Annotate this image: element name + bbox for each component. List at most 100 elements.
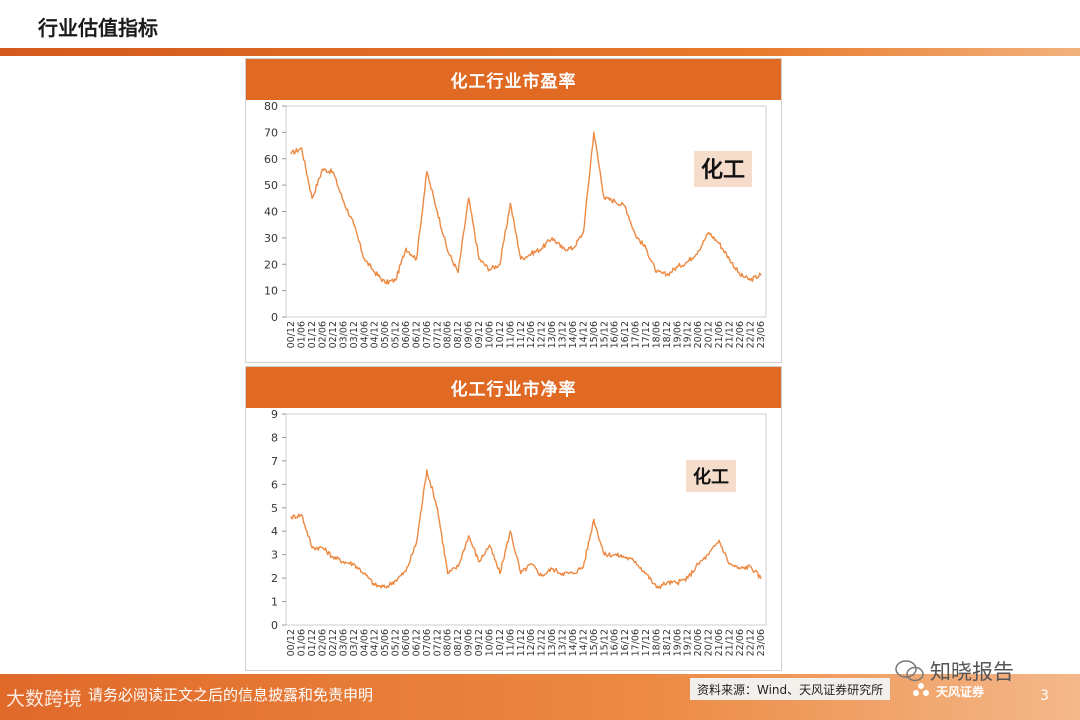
- pe-chart-panel: 化工行业市盈率 化工 0 10 20 30 40 50 60 70 80 00/12 01/06 01…: [245, 58, 782, 363]
- pe-data-point: [415, 258, 418, 260]
- pe-line-chart: 化工 0 10 20 30 40 50 60 70 80 00/12 01/06 01/12 02/06…: [264, 100, 767, 348]
- pe-y-tick-label: 20: [264, 258, 278, 271]
- pb-x-tick-label: 22/06: [735, 629, 746, 656]
- pe-y-tick-label: 80: [264, 100, 278, 113]
- pb-x-tick-label: 14/12: [578, 629, 589, 656]
- pe-x-tick-label: 16/06: [610, 321, 621, 348]
- pb-data-point: [321, 546, 324, 549]
- pe-data-point: [446, 250, 449, 252]
- pe-x-tick-label: 21/12: [724, 321, 735, 348]
- pe-x-tick-label: 21/06: [714, 321, 725, 348]
- pb-data-point: [676, 582, 679, 584]
- pe-x-tick-label: 02/06: [318, 321, 329, 348]
- pb-data-point: [446, 572, 449, 575]
- pe-data-point: [728, 258, 731, 260]
- pb-x-tick-label: 06/06: [401, 629, 412, 656]
- pb-y-tick-label: 7: [271, 455, 278, 468]
- pb-data-point: [749, 565, 752, 568]
- pb-data-point: [488, 544, 491, 547]
- pb-y-tick-label: 5: [271, 502, 278, 515]
- pe-data-point: [426, 171, 428, 173]
- pb-x-tick-label: 15/06: [589, 629, 600, 656]
- pb-x-tick-label: 14/06: [568, 629, 579, 656]
- pb-data-point: [394, 579, 397, 582]
- pb-x-tick-label: 08/06: [443, 629, 454, 656]
- pb-y-tick-label: 1: [271, 596, 278, 609]
- pe-data-point: [551, 237, 553, 239]
- pe-y-tick-label: 40: [264, 206, 278, 219]
- pb-data-point: [728, 563, 731, 565]
- pb-x-tick-label: 09/06: [464, 629, 475, 656]
- pe-x-tick-label: 03/06: [338, 321, 349, 348]
- pb-x-tick-label: 15/12: [599, 629, 610, 656]
- source-text: 资料来源：Wind、天风证券研究所: [697, 683, 884, 697]
- pe-x-tick-label: 16/12: [620, 321, 631, 348]
- pb-data-point: [624, 556, 626, 558]
- pb-data-point: [686, 577, 689, 579]
- pb-data-point: [384, 586, 386, 589]
- pe-data-point: [394, 279, 397, 281]
- pe-x-tick-label: 20/06: [693, 321, 704, 348]
- pb-x-tick-label: 06/12: [411, 629, 422, 656]
- pb-x-tick-label: 04/06: [359, 629, 370, 656]
- pe-x-tick-label: 12/12: [537, 321, 548, 348]
- pb-series-line: [290, 469, 762, 589]
- pb-data-point: [707, 553, 710, 556]
- pe-data-point: [645, 247, 647, 250]
- pb-data-point: [499, 572, 501, 575]
- pe-data-point: [540, 247, 543, 250]
- pe-x-tick-label: 13/06: [547, 321, 558, 348]
- pe-data-point: [321, 168, 324, 171]
- pe-x-tick-label: 13/12: [558, 321, 569, 348]
- pe-x-tick-label: 08/12: [453, 321, 464, 348]
- pb-x-tick-label: 16/12: [620, 629, 631, 656]
- pe-data-point: [718, 242, 720, 244]
- pb-x-tick-label: 08/12: [453, 629, 464, 656]
- pe-data-point: [759, 274, 762, 276]
- pe-y-tick-label: 30: [264, 232, 278, 245]
- pb-data-point: [363, 572, 366, 575]
- pb-y-tick-label: 3: [271, 549, 278, 562]
- pb-x-tick-label: 18/12: [662, 629, 673, 656]
- pb-x-tick-label: 07/12: [432, 629, 443, 656]
- pe-data-point: [405, 247, 407, 250]
- pb-data-point: [655, 586, 658, 589]
- pe-x-tick-label: 06/12: [411, 321, 422, 348]
- pb-data-point: [718, 539, 720, 542]
- pe-x-tick-label: 18/06: [651, 321, 662, 348]
- pb-data-point: [697, 563, 699, 565]
- page-number: 3: [1040, 688, 1049, 704]
- pb-data-point: [634, 560, 637, 563]
- pb-data-point: [739, 567, 741, 570]
- pb-x-tick-label: 12/12: [537, 629, 548, 656]
- wechat-icon: [895, 660, 924, 682]
- pe-x-tick-label: 05/06: [380, 321, 391, 348]
- pb-y-tick-label: 6: [271, 478, 278, 491]
- pb-x-tick-label: 07/06: [422, 629, 433, 656]
- pe-y-tick-label: 70: [264, 126, 278, 139]
- pb-x-tick-label: 21/12: [724, 629, 735, 656]
- pe-badge-label: 化工: [701, 157, 745, 183]
- pe-data-point: [436, 210, 439, 213]
- pb-badge-label: 化工: [693, 466, 729, 488]
- pb-x-tick-label: 03/06: [338, 629, 349, 656]
- pb-x-tick-label: 01/06: [297, 629, 308, 656]
- pe-data-point: [624, 205, 626, 208]
- pb-y-tick-label: 4: [271, 525, 278, 538]
- pb-x-tick-label: 02/06: [318, 629, 329, 656]
- pb-data-point: [290, 516, 293, 518]
- pb-x-tick-label: 17/12: [641, 629, 652, 656]
- pe-data-point: [509, 202, 512, 205]
- pe-y-tick-label: 0: [271, 311, 278, 324]
- pe-x-tick-label: 02/12: [328, 321, 339, 348]
- pe-x-tick-label: 10/12: [495, 321, 506, 348]
- pe-data-point: [697, 250, 699, 252]
- pe-data-point: [676, 266, 679, 268]
- pe-x-tick-label: 09/06: [464, 321, 475, 348]
- pb-x-tick-label: 10/12: [495, 629, 506, 656]
- pe-x-tick-label: 04/12: [370, 321, 381, 348]
- pe-data-point: [457, 271, 459, 273]
- pe-data-point: [666, 274, 668, 276]
- pe-data-point: [519, 258, 522, 260]
